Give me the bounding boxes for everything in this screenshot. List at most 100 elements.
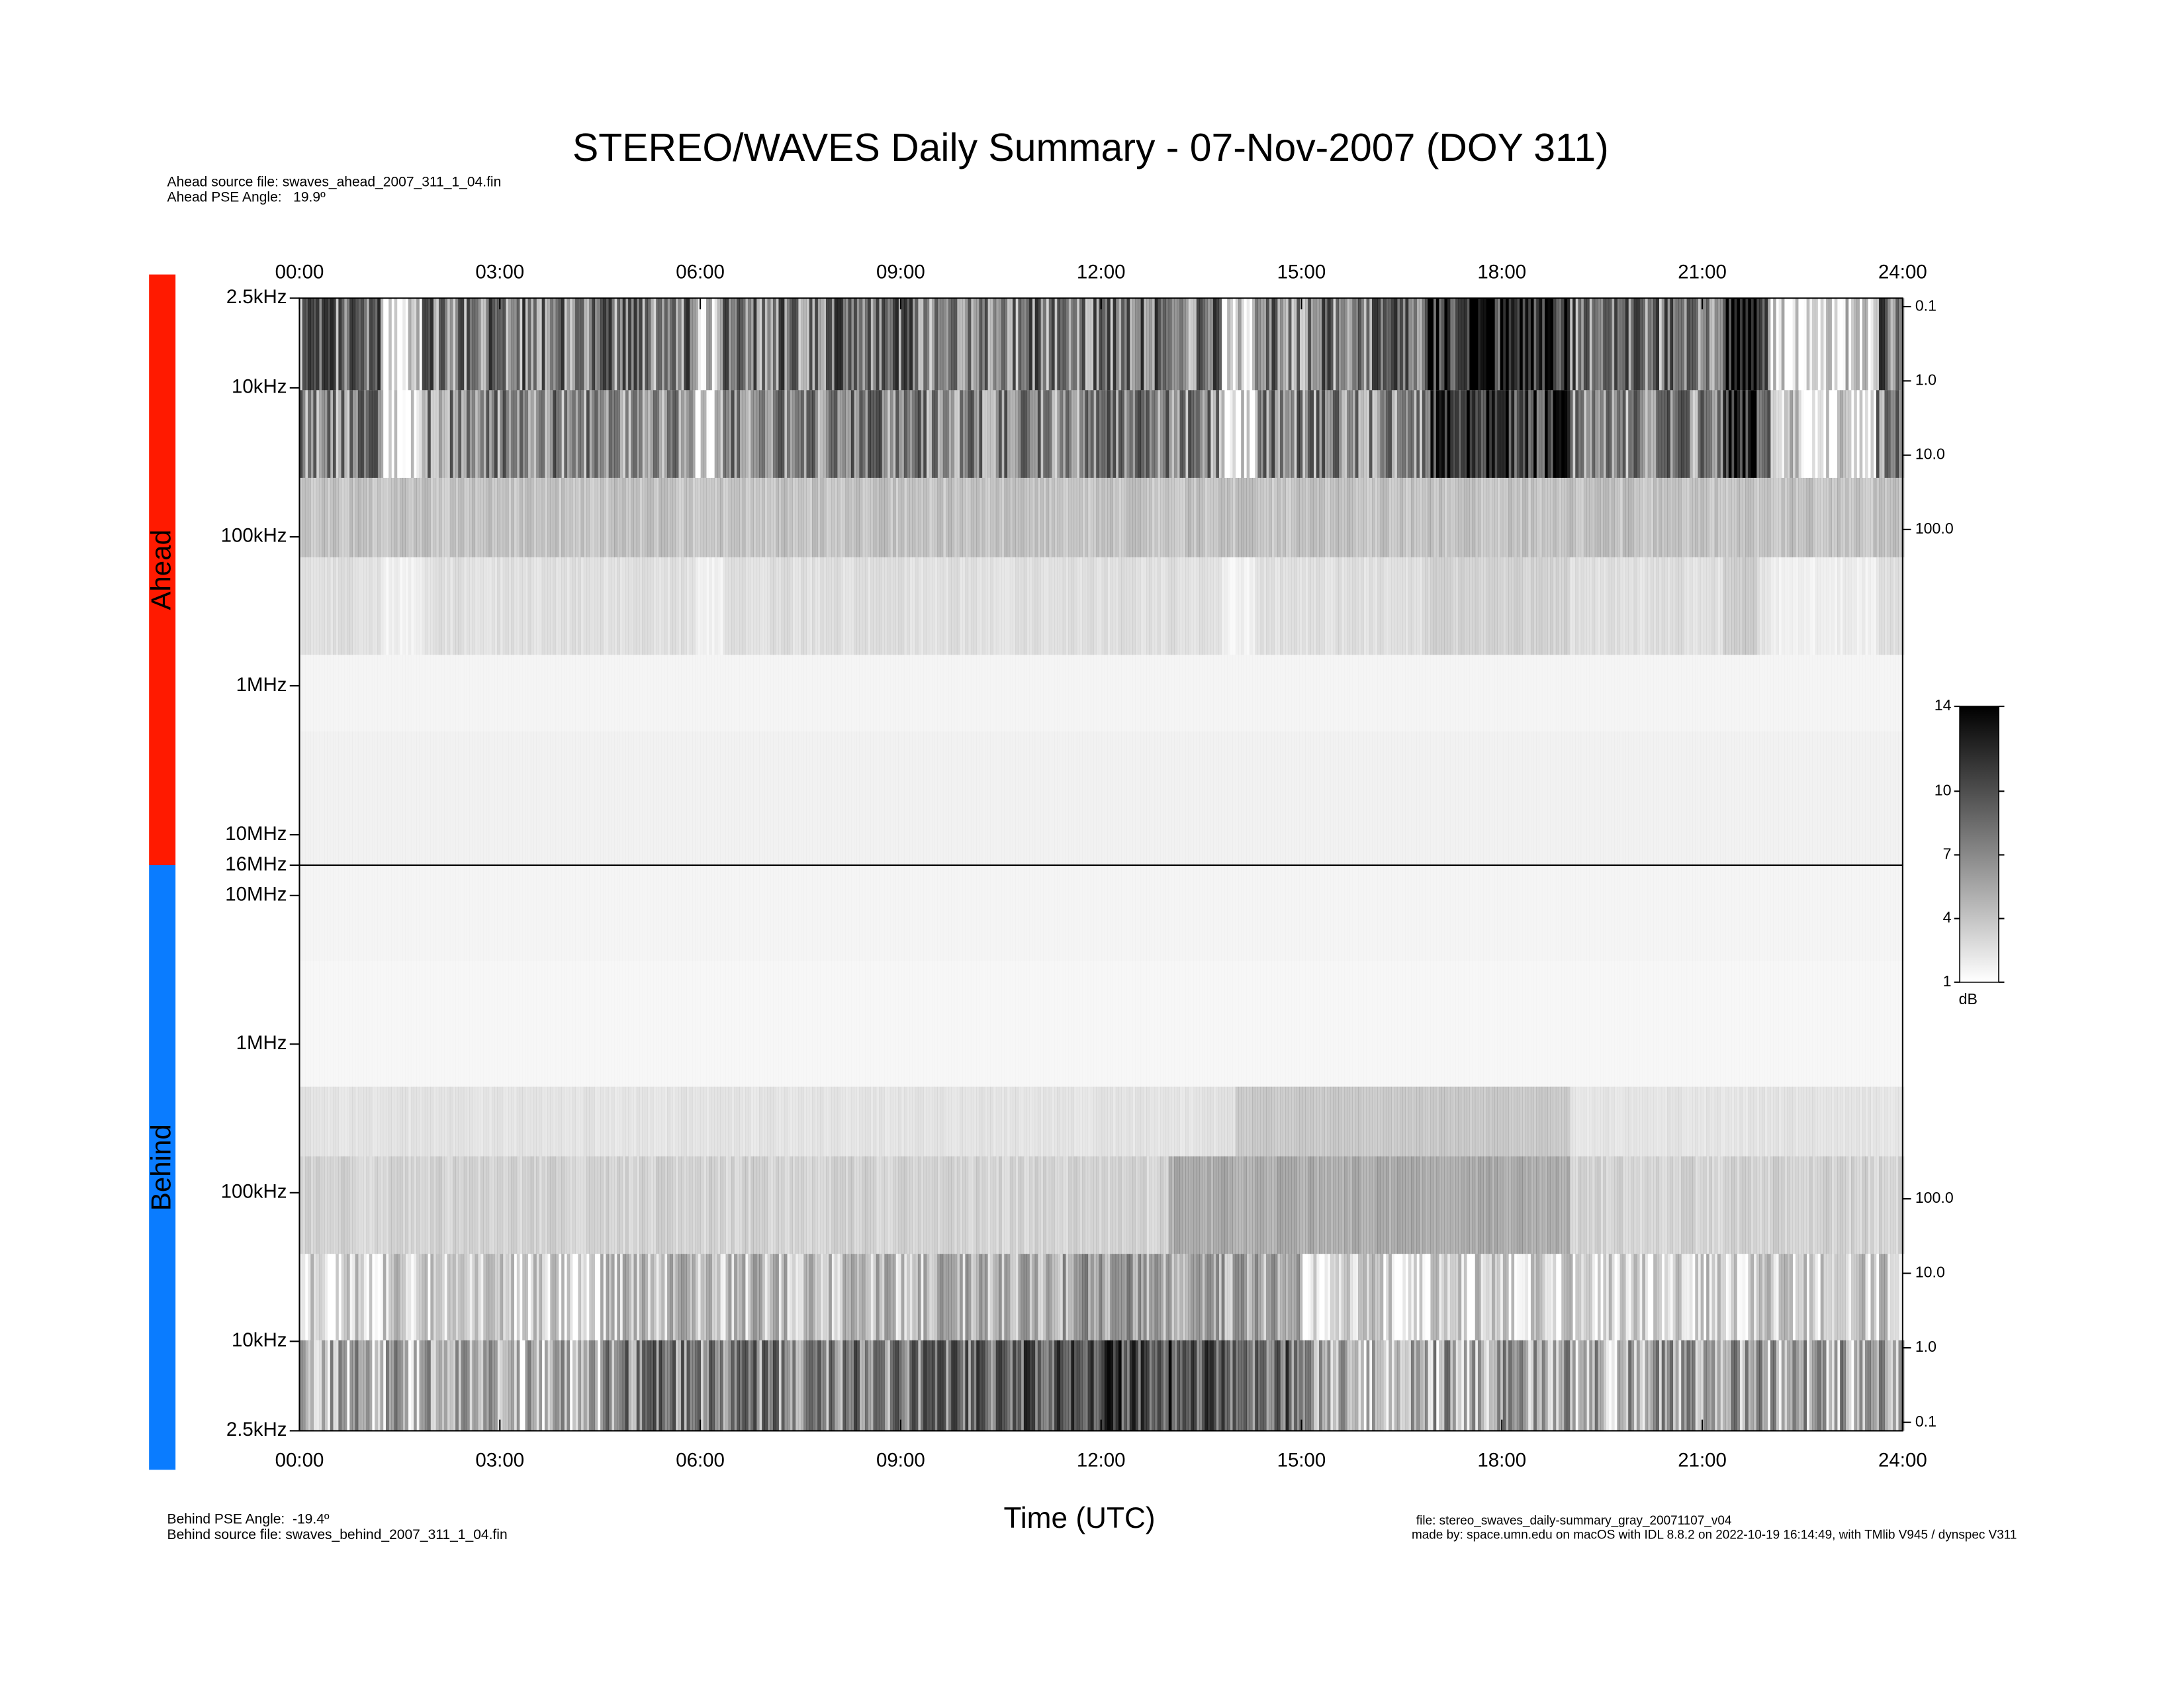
texture [1464,478,1467,557]
texture [1032,1340,1036,1431]
texture [695,961,698,1086]
texture [623,961,626,1086]
texture [1071,298,1074,390]
texture [1275,1340,1278,1431]
texture [620,731,623,865]
texture [1038,1254,1041,1340]
texture [993,655,997,731]
texture [1113,865,1116,961]
texture [1453,731,1456,865]
texture [1024,1254,1027,1340]
texture [829,478,832,557]
texture [1406,1087,1409,1156]
texture [923,655,927,731]
texture [1361,1087,1364,1156]
texture [1021,557,1024,655]
texture [480,478,484,557]
texture [506,961,509,1086]
texture [391,1156,394,1254]
texture [1377,1254,1381,1340]
texture [1473,298,1476,390]
texture [787,390,790,478]
texture [494,298,498,390]
texture [1428,557,1431,655]
texture [1289,731,1292,865]
texture [531,1340,534,1431]
texture [1130,557,1133,655]
texture [740,1087,743,1156]
texture [1257,298,1261,390]
texture [664,390,668,478]
texture [882,865,885,961]
texture [1180,1156,1183,1254]
texture [1238,1340,1242,1431]
texture [740,298,743,390]
texture [542,390,545,478]
texture [1257,655,1261,731]
texture [542,1254,545,1340]
texture [1369,1254,1373,1340]
texture [882,1156,885,1254]
texture [1132,865,1136,961]
texture [1328,557,1331,655]
texture [547,298,551,390]
texture [1261,557,1264,655]
texture [1121,1087,1124,1156]
texture [1377,1340,1381,1431]
texture [1291,478,1295,557]
texture [1144,1254,1147,1340]
texture [759,961,762,1086]
texture [1439,655,1442,731]
texture [1135,865,1138,961]
texture [1367,1254,1370,1340]
texture [430,731,433,865]
texture [1233,1340,1236,1431]
texture [369,731,373,865]
texture [1408,298,1412,390]
texture [1040,478,1044,557]
texture [946,390,949,478]
texture [840,865,843,961]
texture [898,1254,901,1340]
texture [1381,557,1384,655]
texture [497,1087,500,1156]
texture [762,390,765,478]
texture [1255,865,1258,961]
texture [1349,731,1353,865]
texture [1160,961,1163,1086]
texture [768,1087,771,1156]
texture [887,557,891,655]
texture [450,390,453,478]
texture [531,557,534,655]
texture [943,731,946,865]
texture [570,478,573,557]
texture [823,557,827,655]
texture [1149,1340,1152,1431]
texture [316,1087,320,1156]
texture [990,1087,993,1156]
texture [547,865,551,961]
texture [874,478,877,557]
texture [1091,1156,1094,1254]
texture [1291,557,1295,655]
texture [793,478,796,557]
texture [514,1087,518,1156]
texture [533,655,537,731]
texture [522,655,525,731]
texture [1149,390,1152,478]
texture [773,478,776,557]
texture [1386,1340,1389,1431]
texture [441,298,445,390]
texture [1464,1087,1467,1156]
texture [1289,478,1292,557]
texture [628,1254,631,1340]
texture [352,298,355,390]
texture [1185,655,1189,731]
texture [1066,655,1069,731]
texture [651,478,654,557]
texture [1135,655,1138,731]
texture [1132,298,1136,390]
texture [845,298,848,390]
texture [1018,1156,1021,1254]
texture [422,390,426,478]
